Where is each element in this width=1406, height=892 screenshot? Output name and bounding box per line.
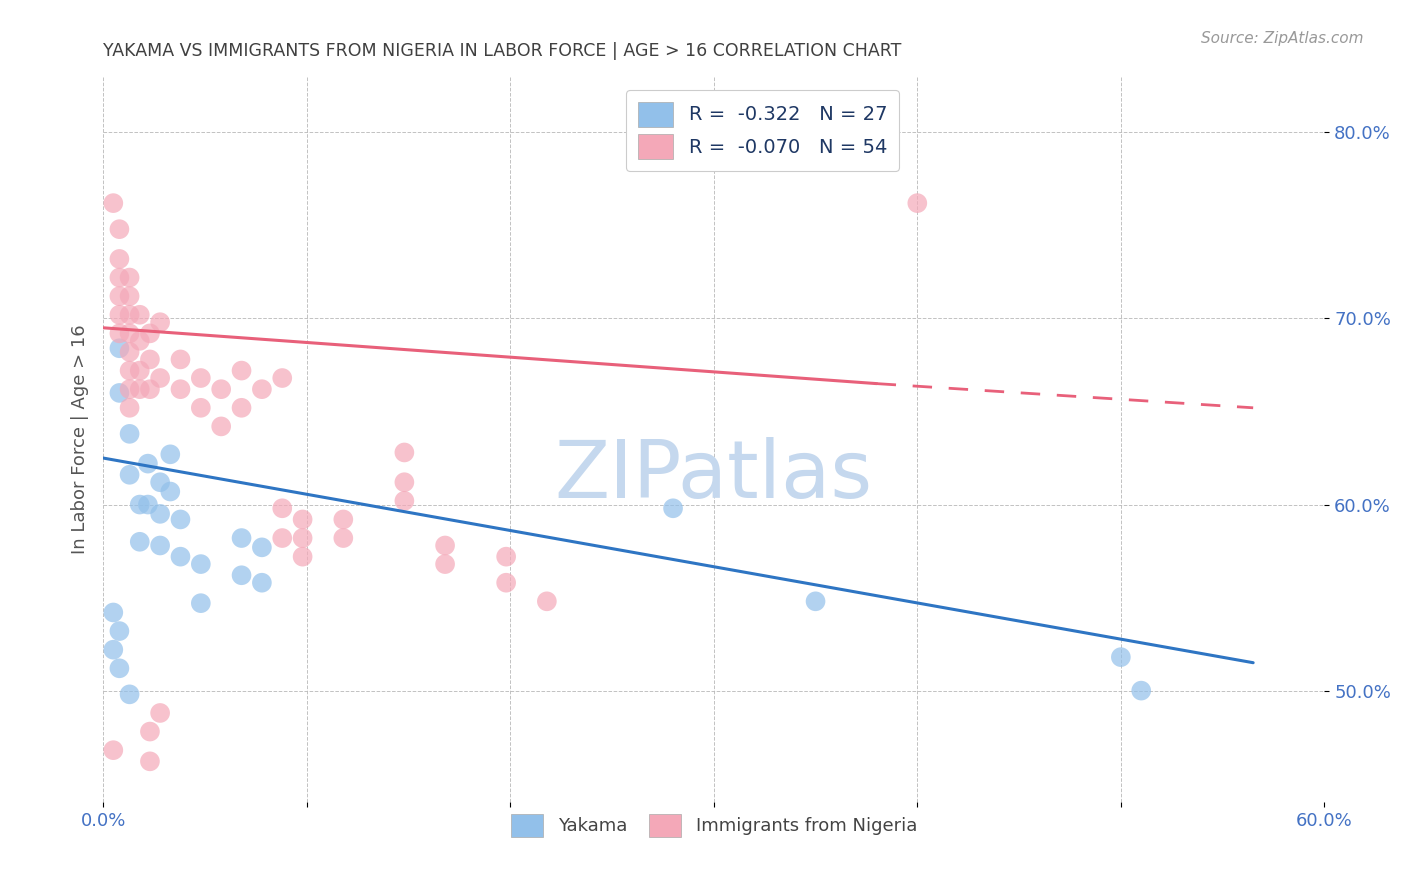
Point: [434, 539, 457, 553]
Point: [118, 426, 141, 441]
Point: [291, 549, 314, 564]
Point: [905, 196, 928, 211]
Point: [169, 549, 191, 564]
Point: [128, 498, 150, 512]
Point: [159, 447, 181, 461]
Point: [108, 326, 131, 341]
Point: [209, 419, 232, 434]
Point: [108, 252, 131, 266]
Point: [169, 512, 191, 526]
Point: [190, 371, 212, 385]
Point: [103, 196, 125, 211]
Point: [231, 363, 253, 377]
Point: [139, 724, 162, 739]
Point: [169, 382, 191, 396]
Point: [536, 594, 558, 608]
Point: [118, 345, 141, 359]
Point: [394, 475, 416, 490]
Point: [118, 401, 141, 415]
Point: [118, 363, 141, 377]
Point: [1130, 683, 1153, 698]
Point: [271, 531, 294, 545]
Point: [149, 706, 172, 720]
Point: [108, 624, 131, 638]
Point: [118, 270, 141, 285]
Point: [231, 531, 253, 545]
Point: [332, 531, 354, 545]
Point: [103, 642, 125, 657]
Point: [128, 334, 150, 348]
Point: [394, 493, 416, 508]
Point: [250, 575, 273, 590]
Point: [108, 341, 131, 355]
Point: [118, 308, 141, 322]
Point: [169, 352, 191, 367]
Point: [128, 308, 150, 322]
Point: [495, 575, 517, 590]
Point: [139, 755, 162, 769]
Point: [108, 308, 131, 322]
Point: [271, 371, 294, 385]
Point: [209, 382, 232, 396]
Point: [190, 401, 212, 415]
Point: [108, 270, 131, 285]
Point: [250, 382, 273, 396]
Point: [231, 401, 253, 415]
Point: [662, 501, 685, 516]
Point: [495, 549, 517, 564]
Point: [108, 222, 131, 236]
Point: [139, 352, 162, 367]
Point: [190, 596, 212, 610]
Point: [128, 363, 150, 377]
Point: [394, 445, 416, 459]
Point: [149, 315, 172, 329]
Point: [108, 661, 131, 675]
Point: [1109, 650, 1132, 665]
Point: [149, 539, 172, 553]
Text: Source: ZipAtlas.com: Source: ZipAtlas.com: [1201, 31, 1364, 46]
Point: [128, 382, 150, 396]
Point: [332, 512, 354, 526]
Text: YAKAMA VS IMMIGRANTS FROM NIGERIA IN LABOR FORCE | AGE > 16 CORRELATION CHART: YAKAMA VS IMMIGRANTS FROM NIGERIA IN LAB…: [103, 42, 901, 60]
Point: [190, 557, 212, 571]
Point: [291, 512, 314, 526]
Point: [108, 385, 131, 400]
Point: [250, 541, 273, 555]
Point: [118, 326, 141, 341]
Point: [136, 498, 159, 512]
Point: [291, 531, 314, 545]
Point: [103, 743, 125, 757]
Point: [149, 507, 172, 521]
Point: [139, 326, 162, 341]
Point: [103, 606, 125, 620]
Point: [108, 289, 131, 303]
Point: [159, 484, 181, 499]
Point: [118, 687, 141, 701]
Point: [118, 289, 141, 303]
Text: ZIPatlas: ZIPatlas: [555, 437, 873, 515]
Point: [139, 382, 162, 396]
Point: [118, 382, 141, 396]
Point: [136, 457, 159, 471]
Point: [118, 467, 141, 482]
Point: [149, 475, 172, 490]
Point: [804, 594, 827, 608]
Y-axis label: In Labor Force | Age > 16: In Labor Force | Age > 16: [72, 325, 89, 554]
Point: [128, 534, 150, 549]
Point: [271, 501, 294, 516]
Point: [434, 557, 457, 571]
Point: [231, 568, 253, 582]
Point: [149, 371, 172, 385]
Legend: Yakama, Immigrants from Nigeria: Yakama, Immigrants from Nigeria: [503, 806, 924, 844]
